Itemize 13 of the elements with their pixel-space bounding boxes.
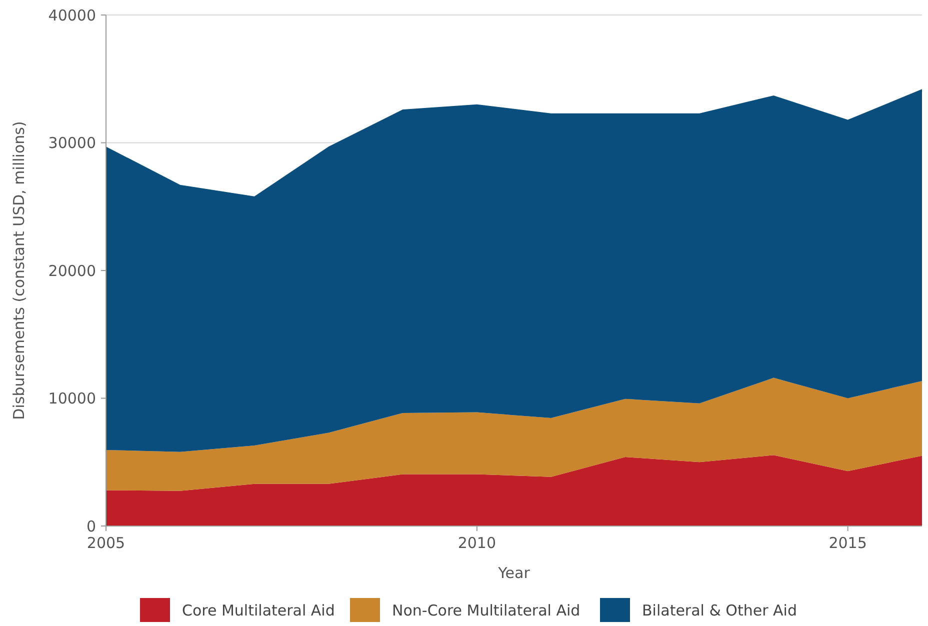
legend-label: Bilateral & Other Aid bbox=[642, 601, 797, 620]
y-tick-label: 0 bbox=[86, 517, 96, 536]
y-tick-label: 30000 bbox=[48, 134, 96, 152]
y-axis-title: Disbursements (constant USD, millions) bbox=[10, 121, 28, 420]
x-tick-label: 2015 bbox=[828, 534, 867, 552]
x-tick-label: 2010 bbox=[458, 534, 496, 552]
legend-label: Non-Core Multilateral Aid bbox=[392, 601, 580, 620]
x-axis-title: Year bbox=[497, 564, 531, 582]
x-tick-label: 2005 bbox=[86, 534, 126, 552]
y-tick-label: 10000 bbox=[48, 390, 96, 408]
y-tick-label: 20000 bbox=[48, 262, 96, 280]
y-tick-label: 40000 bbox=[48, 6, 96, 24]
legend-label: Core Multilateral Aid bbox=[182, 601, 335, 620]
